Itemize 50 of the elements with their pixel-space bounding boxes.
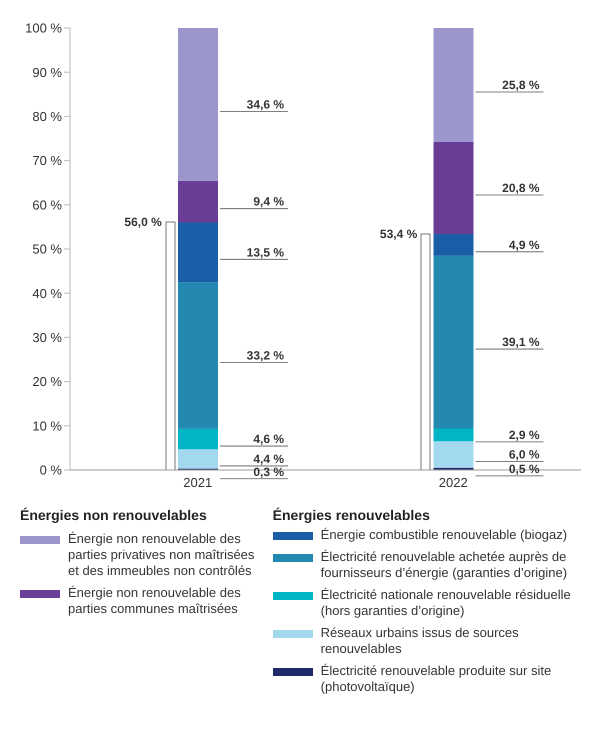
legend-label: Énergie non renouvelable des parties privatives non maîtrisées et des immeubles non contrôlés: [68, 531, 256, 579]
y-tick-label: 30 %: [32, 330, 62, 346]
data-label: 4,6 %: [253, 432, 284, 446]
annotation: 56,0 %: [123, 215, 162, 230]
y-tick-label: 40 %: [32, 286, 62, 301]
y-tick-label: 90 %: [32, 64, 62, 80]
bar: [178, 222, 218, 282]
x-tick-label: 2021: [183, 475, 212, 490]
legend-label: Réseaux urbains issus de sources renouvelables: [320, 625, 520, 657]
bar: [434, 234, 474, 256]
legend-label: Énergie non renouvelable des parties communes maîtrisées: [68, 585, 242, 617]
data-label: 9,4 %: [253, 194, 284, 209]
data-label: 33,2 %: [246, 348, 284, 363]
data-label: 34,6 %: [246, 97, 284, 112]
legend-label: Énergie combustible renouvelable (biogaz): [320, 527, 568, 543]
bar: [434, 256, 474, 428]
y-tick-label: 50 %: [32, 242, 62, 257]
data-label: 4,4 %: [253, 452, 284, 466]
text: Énergies non renouvelables: [20, 507, 208, 523]
bar: [434, 428, 474, 442]
y-tick-label: 0 %: [40, 462, 62, 478]
data-label: 25,8 %: [502, 78, 540, 92]
y-tick-label: 70 %: [32, 153, 62, 168]
y-tick-label: 80 %: [32, 109, 62, 124]
bar: [434, 142, 474, 234]
legend-label: Électricité renouvelable achetée auprès de fournisseurs d’énergie (garanties d’origine): [320, 549, 568, 581]
data-label: 6,0 %: [508, 448, 540, 462]
bar: [434, 28, 474, 142]
data-label: 4,9 %: [508, 238, 540, 252]
data-label: 0,5 %: [508, 462, 540, 476]
data-label: 13,5 %: [246, 245, 284, 260]
data-label: 0,3 %: [253, 464, 284, 479]
bar: [178, 28, 218, 181]
bar: [178, 282, 218, 429]
bar: [178, 449, 218, 469]
y-tick-label: 60 %: [32, 197, 62, 212]
bar: [434, 441, 474, 468]
data-label: 39,1 %: [502, 335, 540, 350]
bar: [178, 428, 218, 450]
data-label: 2,9 %: [508, 428, 540, 442]
legend-label: Électricité renouvelable produite sur site (photovoltaïque): [320, 663, 552, 695]
y-tick-label: 20 %: [32, 374, 62, 390]
data-label: 20,8 %: [502, 181, 540, 196]
text: Énergies renouvelables: [272, 507, 431, 523]
legend-label: Électricité nationale renouvelable résiduelle (hors garanties d’origine): [320, 587, 572, 619]
y-tick-label: 10 %: [32, 418, 62, 434]
y-tick-label: 100 %: [25, 20, 62, 36]
bar: [178, 180, 218, 222]
annotation: 53,4 %: [378, 226, 418, 241]
x-tick-label: 2022: [438, 475, 468, 490]
